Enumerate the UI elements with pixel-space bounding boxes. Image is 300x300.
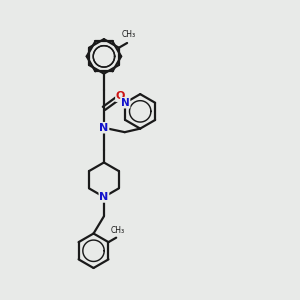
Text: N: N xyxy=(99,123,109,133)
Text: CH₃: CH₃ xyxy=(122,30,136,39)
Text: CH₃: CH₃ xyxy=(111,226,125,235)
Text: O: O xyxy=(116,91,125,101)
Text: N: N xyxy=(99,192,109,202)
Text: N: N xyxy=(121,98,130,108)
